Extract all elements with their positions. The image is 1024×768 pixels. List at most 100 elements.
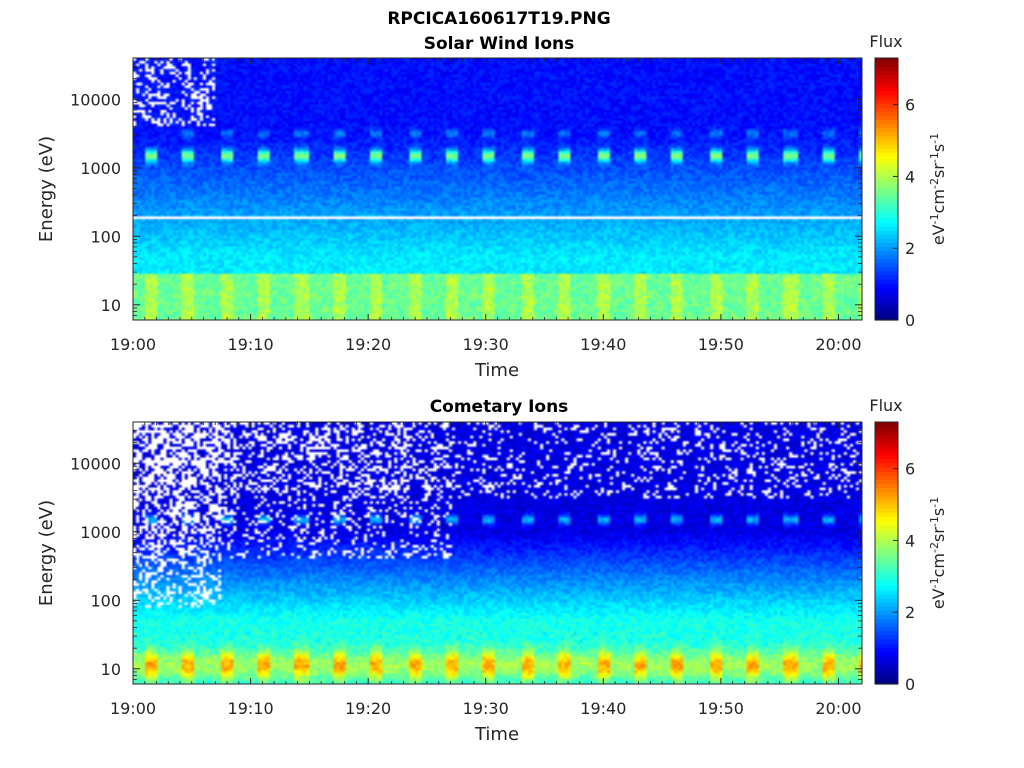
colorbar-swatch [875, 168, 898, 174]
cometary-panel: Cometary Ions Flux Time Energy (eV) eV-1… [36, 396, 948, 745]
x-axis-label: Time [474, 360, 519, 381]
colorbar-swatch [875, 458, 898, 464]
colorbar-swatch [875, 422, 898, 427]
colorbar-swatch [875, 189, 898, 194]
colorbar-label: eV-1cm-2sr-1s-1 [928, 133, 948, 245]
colorbar-swatch [875, 503, 898, 509]
colorbar-swatch [875, 58, 898, 63]
colorbar-swatch [875, 266, 898, 272]
x-tick-label: 19:20 [345, 335, 391, 354]
colorbar-swatch [875, 426, 898, 431]
colorbar-swatch [875, 279, 898, 284]
colorbar-frame [874, 57, 899, 321]
y-tick-label: 10 [101, 296, 121, 315]
colorbar-swatch [875, 123, 898, 129]
colorbar-swatch [875, 569, 898, 575]
colorbar-swatch [875, 148, 898, 153]
colorbar-swatch [875, 283, 898, 288]
colorbar-swatch [875, 553, 898, 558]
colorbar-swatch [875, 434, 898, 439]
colorbar-swatch [875, 516, 898, 521]
colorbar-swatch [875, 184, 898, 190]
colorbar-swatch [875, 487, 898, 493]
plot-axes: 19:00 19:10 19:20 19:30 19:40 19:50 20:00 10 100… [70, 57, 863, 354]
colorbar-swatch [875, 659, 898, 665]
x-tick-label: 19:40 [580, 699, 626, 718]
x-tick-label: 19:20 [345, 699, 391, 718]
colorbar-swatch [875, 573, 898, 579]
colorbar-swatch [875, 610, 898, 616]
colorbar-swatch [875, 115, 898, 121]
colorbar-swatch [875, 467, 898, 472]
colorbar-swatch [875, 536, 898, 542]
colorbar-swatch [875, 598, 898, 603]
colorbar-swatch [875, 606, 898, 611]
colorbar-swatch [875, 495, 898, 501]
colorbar-swatch [875, 274, 898, 280]
y-axis-label: Energy (eV) [36, 136, 57, 242]
colorbar-title: Flux [869, 396, 902, 415]
y-tick-label: 100 [90, 591, 121, 610]
colorbar-swatch [875, 303, 898, 309]
colorbar-swatch [875, 238, 898, 243]
colorbar-tick-label: 4 [905, 167, 915, 186]
colorbar-swatch [875, 585, 898, 591]
colorbar-swatch [875, 491, 898, 497]
colorbar-swatch [875, 593, 898, 599]
x-tick-label: 20:00 [815, 335, 861, 354]
colorbar-swatch [875, 229, 898, 235]
colorbar-swatch [875, 143, 898, 149]
colorbar-swatch [875, 471, 898, 476]
colorbar-swatch [875, 205, 898, 211]
solar-wind-panel: Solar Wind Ions Flux Time Energy (eV) eV… [36, 32, 948, 381]
colorbar-swatch [875, 561, 898, 566]
spectrogram [133, 422, 862, 684]
colorbar-swatch [875, 507, 898, 513]
colorbar-swatch [875, 577, 898, 583]
x-tick-label: 19:00 [110, 335, 156, 354]
colorbar-swatch [875, 475, 898, 480]
colorbar-swatch [875, 90, 898, 96]
colorbar-swatch [875, 180, 898, 186]
colorbar-swatch [875, 565, 898, 570]
colorbar: 0 2 4 6 [874, 421, 915, 694]
colorbar-swatch [875, 532, 898, 538]
colorbar-swatch [875, 295, 898, 301]
colorbar-swatch [875, 499, 898, 505]
colorbar-swatch [875, 119, 898, 125]
panel-title: Cometary Ions [430, 397, 569, 417]
colorbar-swatch [875, 176, 898, 182]
colorbar-swatch [875, 622, 898, 628]
colorbar-swatch [875, 626, 898, 632]
colorbar-swatch [875, 643, 898, 648]
y-tick-label: 10000 [70, 90, 121, 109]
colorbar-swatch [875, 581, 898, 587]
colorbar-swatch [875, 442, 898, 448]
x-axis-label: Time [474, 724, 519, 745]
colorbar-swatch [875, 512, 898, 517]
colorbar-swatch [875, 483, 898, 489]
colorbar-swatch [875, 193, 898, 198]
spectrogram [133, 58, 862, 320]
colorbar-swatch [875, 213, 898, 219]
colorbar-swatch [875, 540, 898, 546]
colorbar-swatch [875, 107, 898, 112]
colorbar-swatch [875, 262, 898, 268]
x-tick-label: 19:50 [698, 335, 744, 354]
y-tick-label: 1000 [80, 159, 121, 178]
colorbar-swatch [875, 103, 898, 108]
colorbar-swatch [875, 242, 898, 247]
colorbar-swatch [875, 287, 898, 292]
colorbar-swatch [875, 667, 898, 673]
colorbar-swatch [875, 156, 898, 161]
colorbar-swatch [875, 430, 898, 435]
y-axis-label: Energy (eV) [36, 500, 57, 606]
colorbar-swatch [875, 127, 898, 133]
x-tick-label: 19:40 [580, 335, 626, 354]
colorbar-swatch [875, 98, 898, 104]
colorbar-swatch [875, 225, 898, 231]
colorbar-swatch [875, 614, 898, 620]
colorbar-swatch [875, 671, 898, 677]
colorbar-swatch [875, 446, 898, 452]
